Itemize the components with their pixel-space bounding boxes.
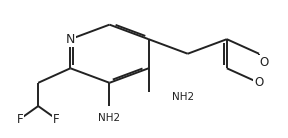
Text: O: O — [259, 56, 268, 69]
Text: F: F — [53, 113, 60, 126]
Text: O: O — [254, 76, 264, 89]
Text: N: N — [66, 33, 75, 46]
Text: NH2: NH2 — [98, 113, 121, 123]
Text: F: F — [16, 113, 23, 126]
Text: NH2: NH2 — [172, 92, 194, 102]
